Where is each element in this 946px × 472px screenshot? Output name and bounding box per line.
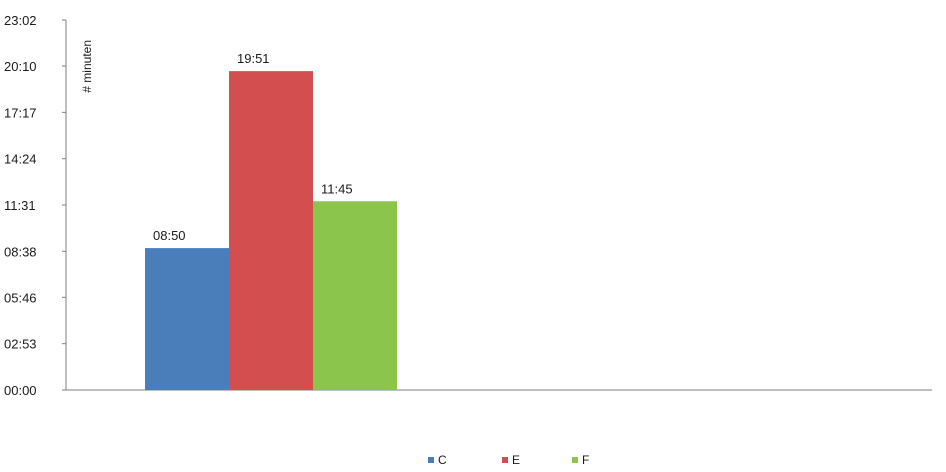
legend-swatch-e [502,457,508,463]
y-tick-label: 23:02 [4,13,37,28]
bar-f [313,201,397,390]
legend-label-e: E [512,453,520,467]
y-tick-label: 05:46 [4,290,37,305]
legend-swatch-c [428,457,434,463]
y-tick-label: 11:31 [4,198,36,213]
legend-swatch-f [572,457,578,463]
y-axis-title: # minuten [80,40,94,93]
data-label-c: 08:50 [153,228,186,243]
legend-label-c: C [438,453,447,467]
bars [145,71,397,390]
y-tick-label: 20:10 [4,59,37,74]
data-label-f: 11:45 [321,181,353,196]
legend-label-f: F [582,453,589,467]
y-tick-label: 00:00 [4,383,37,398]
y-tick-label: 17:17 [4,105,37,120]
y-tick-label: 02:53 [4,337,37,352]
data-label-e: 19:51 [237,51,270,66]
bar-c [145,248,229,390]
data-labels: 08:50 19:51 11:45 [153,51,353,243]
bar-e [229,71,313,390]
y-tick-labels: 00:00 02:53 05:46 08:38 11:31 14:24 17:17 20:10… [4,13,66,398]
y-tick-label: 14:24 [4,152,37,167]
y-tick-label: 08:38 [4,244,37,259]
